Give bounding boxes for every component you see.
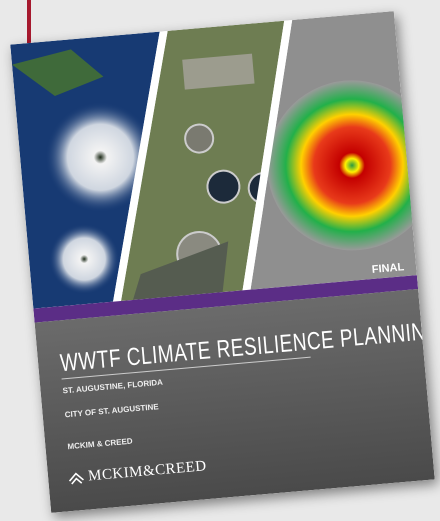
- location: ST. AUGUSTINE, FLORIDA: [62, 378, 163, 396]
- cover-images: [10, 11, 417, 309]
- report-cover: FINAL WWTF CLIMATE RESILIENCE PLANNING A…: [10, 11, 434, 513]
- logo-mark: [68, 469, 85, 486]
- cover-info: WWTF CLIMATE RESILIENCE PLANNING ANALYSI…: [35, 289, 435, 513]
- page: FINAL WWTF CLIMATE RESILIENCE PLANNING A…: [0, 0, 440, 521]
- client: CITY OF ST. AUGUSTINE: [64, 402, 159, 419]
- company-logo: MCKIM&CREED: [87, 458, 207, 485]
- report-title: WWTF CLIMATE RESILIENCE PLANNING ANALYSI…: [59, 309, 435, 380]
- consultant: MCKIM & CREED: [67, 437, 133, 452]
